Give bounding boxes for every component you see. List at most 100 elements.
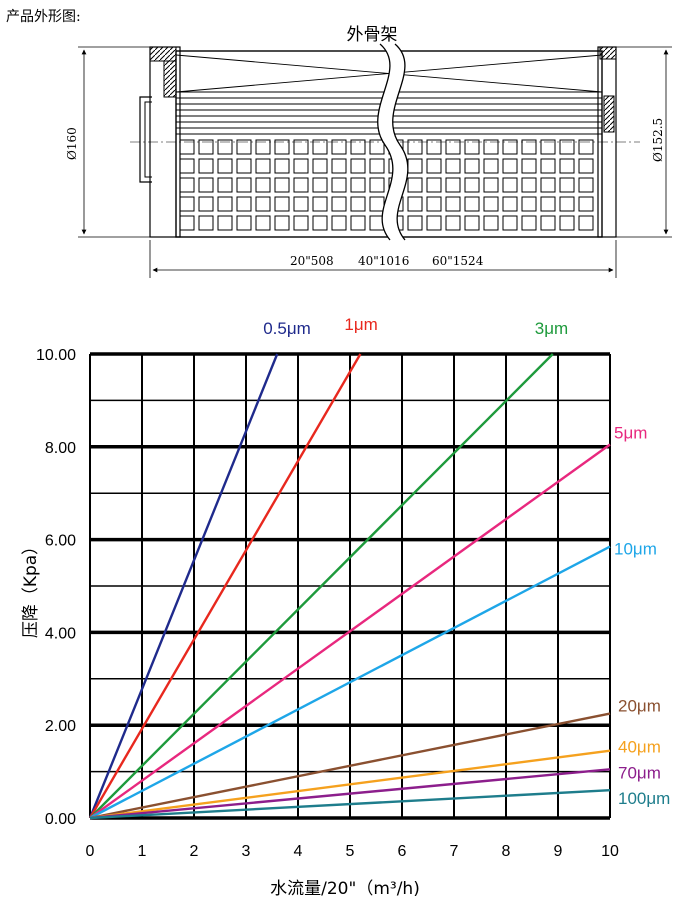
cage-cell (502, 177, 518, 193)
cage-cell (179, 158, 195, 174)
dimension-right (616, 46, 672, 238)
cage-cell (350, 177, 366, 193)
y-tick-label: 0.00 (45, 811, 76, 828)
cage-cell (483, 215, 499, 231)
cage-cell (464, 215, 480, 231)
diameter-right-label: Ø152.5 (651, 118, 665, 162)
cage-cell (578, 215, 594, 231)
series-line (89, 749, 611, 820)
cage-cell (293, 177, 309, 193)
cage-cell (198, 139, 214, 155)
cage-cell (559, 158, 575, 174)
cage-cell (350, 158, 366, 174)
cage-cell (483, 158, 499, 174)
cage-cell (198, 215, 214, 231)
cage-cell (426, 177, 442, 193)
cage-cell (540, 196, 556, 212)
x-tick-label: 9 (554, 843, 563, 860)
series-label: 40μm (618, 738, 661, 757)
x-tick-label: 8 (502, 843, 511, 860)
x-tick-label: 0 (86, 843, 95, 860)
cage-cell (350, 215, 366, 231)
cage-cell (426, 215, 442, 231)
cage-cell (274, 158, 290, 174)
cage-cell (293, 139, 309, 155)
frame-label: 外骨架 (347, 25, 398, 45)
series-label: 20μm (618, 697, 661, 716)
cage-cell (559, 177, 575, 193)
series-label: 100μm (618, 789, 670, 808)
cage-cell (483, 196, 499, 212)
cage-cell (293, 215, 309, 231)
cage-cell (426, 139, 442, 155)
cage-cell (312, 177, 328, 193)
cage-cell (502, 215, 518, 231)
cage-cell (179, 139, 195, 155)
cage-cell (407, 158, 423, 174)
cage-cell (369, 139, 385, 155)
x-tick-label: 3 (242, 843, 251, 860)
cage-cell (445, 158, 461, 174)
series-line (89, 788, 611, 820)
length-label-60: 60"1524 (432, 254, 484, 268)
cage-cell (502, 158, 518, 174)
cage-cell (407, 215, 423, 231)
left-cap-hatch (149, 46, 177, 62)
cage-cell (179, 177, 195, 193)
cage-cell (445, 215, 461, 231)
y-tick-label: 10.00 (36, 347, 76, 364)
break-line (392, 43, 409, 241)
cage-cell (179, 196, 195, 212)
x-tick-label: 2 (190, 843, 199, 860)
cage-cell (521, 177, 537, 193)
cage-cell (293, 196, 309, 212)
series-line (88, 353, 362, 819)
cage-cell (502, 196, 518, 212)
series-line (89, 353, 554, 819)
cage-cell (274, 177, 290, 193)
dimension-left (78, 46, 150, 238)
series-line (89, 443, 611, 819)
cage-cell (274, 215, 290, 231)
cage-cell (369, 158, 385, 174)
cage-cell (521, 139, 537, 155)
cage-cell (578, 177, 594, 193)
cage-cell (483, 177, 499, 193)
cage-cell (502, 139, 518, 155)
cage-cell (236, 158, 252, 174)
cage-cell (198, 196, 214, 212)
series-label: 10μm (614, 540, 657, 559)
cage-cell (540, 158, 556, 174)
cage-cell (236, 196, 252, 212)
length-label-20: 20"508 (290, 254, 334, 268)
cage-cell (255, 177, 271, 193)
cage-cell (312, 139, 328, 155)
cage-cell (540, 177, 556, 193)
cage-cell (236, 139, 252, 155)
handle (139, 96, 152, 183)
cage-cell (445, 196, 461, 212)
series-label: 3μm (535, 319, 568, 338)
cage-cell (578, 196, 594, 212)
cage-cell (426, 158, 442, 174)
dimension-length (149, 240, 617, 278)
right-seal-hatch (603, 95, 615, 133)
cage-cell (331, 196, 347, 212)
x-tick-label: 4 (294, 843, 303, 860)
x-axis-label: 水流量/20"（m³/h) (270, 879, 420, 899)
cage-cell (521, 196, 537, 212)
cage-cell (274, 196, 290, 212)
cage-cell (350, 139, 366, 155)
cage-cell (521, 215, 537, 231)
cage-cell (407, 196, 423, 212)
cage-cell (578, 158, 594, 174)
cage-cell (559, 139, 575, 155)
y-axis-label: 压降（Kpa） (21, 538, 41, 638)
cage-cell (521, 158, 537, 174)
cage-cell (445, 177, 461, 193)
x-tick-label: 7 (450, 843, 459, 860)
cage-cell (464, 139, 480, 155)
break-line-fill (377, 44, 408, 240)
cage-cell (578, 139, 594, 155)
cage-cell (217, 215, 233, 231)
